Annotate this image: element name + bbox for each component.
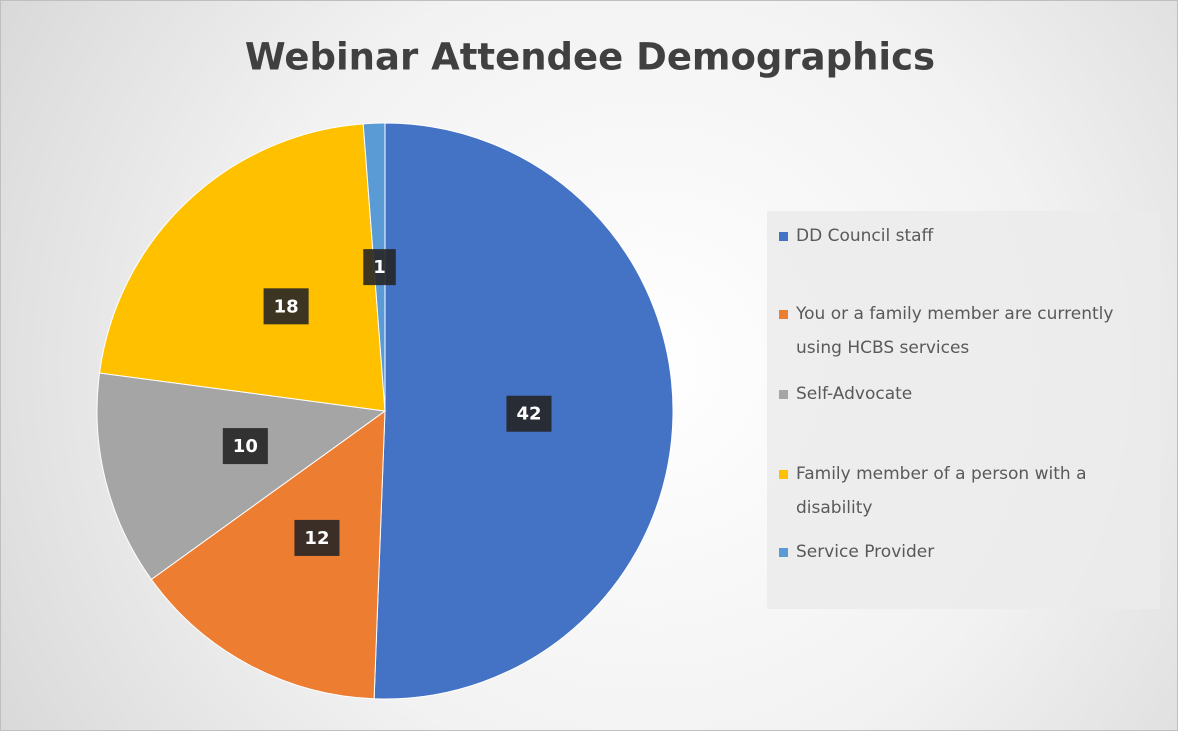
pie-slice	[96, 372, 387, 581]
legend-item: Self-Advocate	[779, 377, 1149, 411]
data-label-box	[294, 519, 340, 556]
legend-swatch	[779, 470, 788, 479]
legend-swatch	[779, 548, 788, 557]
data-label-box	[222, 428, 268, 465]
legend-label: Self-Advocate	[796, 384, 913, 404]
legend-label: Service Provider	[796, 542, 935, 562]
legend-item: Family member of a person with a disabil…	[779, 457, 1149, 525]
data-label-text: 18	[274, 296, 299, 317]
data-label-box	[363, 249, 396, 286]
data-label-text: 1	[373, 257, 386, 278]
legend-label: DD Council staff	[796, 226, 934, 246]
data-label: 18	[263, 288, 309, 325]
data-label: 12	[294, 519, 340, 556]
pie-slice	[98, 123, 386, 412]
data-label: 42	[506, 395, 552, 432]
legend-item: You or a family member are currently usi…	[779, 297, 1149, 365]
data-label-text: 12	[304, 528, 329, 549]
pie-slice	[150, 409, 386, 700]
legend-item: DD Council staff	[779, 219, 1149, 253]
legend-swatch	[779, 390, 788, 399]
data-label-text: 10	[233, 436, 258, 457]
legend-label: Family member of a person with a disabil…	[796, 464, 1087, 518]
data-label-text: 42	[516, 404, 541, 425]
data-label-box	[263, 288, 309, 325]
data-label: 10	[222, 428, 268, 465]
legend-swatch	[779, 232, 788, 241]
chart-title: Webinar Attendee Demographics	[245, 36, 935, 79]
data-label: 1	[363, 249, 396, 286]
legend-item: Service Provider	[779, 535, 1149, 569]
data-label-box	[506, 395, 552, 432]
legend-label: You or a family member are currently usi…	[796, 304, 1114, 358]
legend: DD Council staff You or a family member a…	[767, 211, 1160, 609]
legend-swatch	[779, 310, 788, 319]
